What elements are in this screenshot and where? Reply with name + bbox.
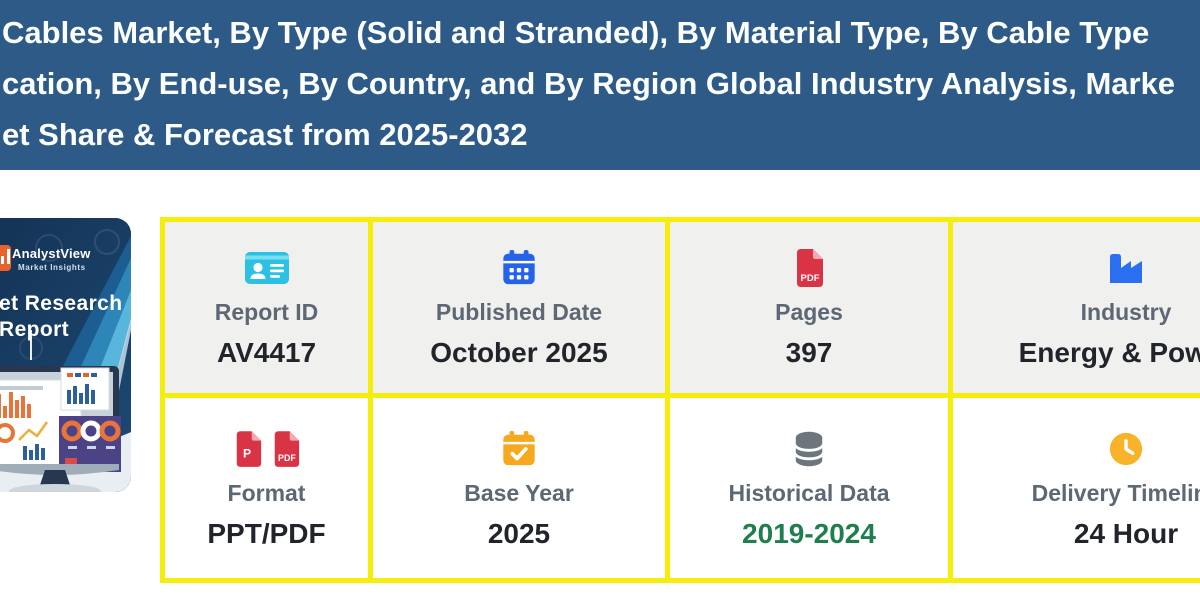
published-date-cell: Published Date October 2025 [373,222,670,398]
cover-brand-tagline: Market Insights [18,263,86,272]
pdf-file-icon: PDF [274,430,299,467]
report-info-grid: Report ID AV4417 Published Date October … [160,217,1200,583]
published-date-value: October 2025 [430,337,608,368]
cover-title-line-1: et Research [0,292,123,315]
format-cell: P PDF Format PPT/PDF [165,398,373,578]
historical-data-label: Historical Data [728,479,890,506]
svg-text:PDF: PDF [278,453,296,463]
report-id-cell: Report ID AV4417 [165,222,373,398]
industry-label: Industry [1080,299,1172,325]
format-value: PPT/PDF [207,517,326,549]
pages-cell: PDF Pages 397 [670,222,953,398]
format-label: Format [227,479,306,506]
report-title-line-1: Cables Market, By Type (Solid and Strand… [2,15,1150,50]
historical-data-cell: Historical Data 2019-2024 [670,398,953,578]
historical-data-value: 2019-2024 [742,517,876,549]
clock-icon [1107,429,1145,469]
report-cover-art [0,218,131,492]
published-date-label: Published Date [435,299,603,325]
cover-brand-name: AnalystView [12,246,91,261]
industry-cell: Industry Energy & Power [953,222,1200,398]
report-title-line-3: et Share & Forecast from 2025-2032 [2,117,528,152]
industry-value: Energy & Power [1018,337,1200,368]
base-year-label: Base Year [464,479,574,506]
database-icon [792,429,826,469]
calendar-check-icon [500,429,538,469]
calendar-icon [500,248,538,288]
report-id-label: Report ID [214,299,319,325]
report-title-line-2: cation, By End-use, By Country, and By R… [2,66,1176,101]
report-id-value: AV4417 [216,337,317,368]
ppt-pdf-file-icons: P PDF [233,429,301,469]
delivery-timeline-value: 24 Hour [1073,517,1179,549]
svg-text:P: P [243,446,251,460]
delivery-timeline-label: Delivery Timeline [1031,479,1200,506]
report-cover-thumbnail: AnalystView Market Insights et Research … [0,218,131,492]
svg-text:PDF: PDF [801,273,820,284]
report-title-banner: Cables Market, By Type (Solid and Strand… [0,0,1200,170]
pages-label: Pages [775,299,843,325]
base-year-value: 2025 [487,517,551,549]
id-card-icon [244,248,290,288]
delivery-timeline-cell: Delivery Timeline 24 Hour [953,398,1200,578]
pdf-file-icon: PDF [793,248,825,288]
base-year-cell: Base Year 2025 [373,398,670,578]
pages-value: 397 [785,337,833,368]
ppt-file-icon: P [236,430,261,467]
cover-title-line-2: Report [0,318,70,341]
factory-icon [1106,248,1146,288]
